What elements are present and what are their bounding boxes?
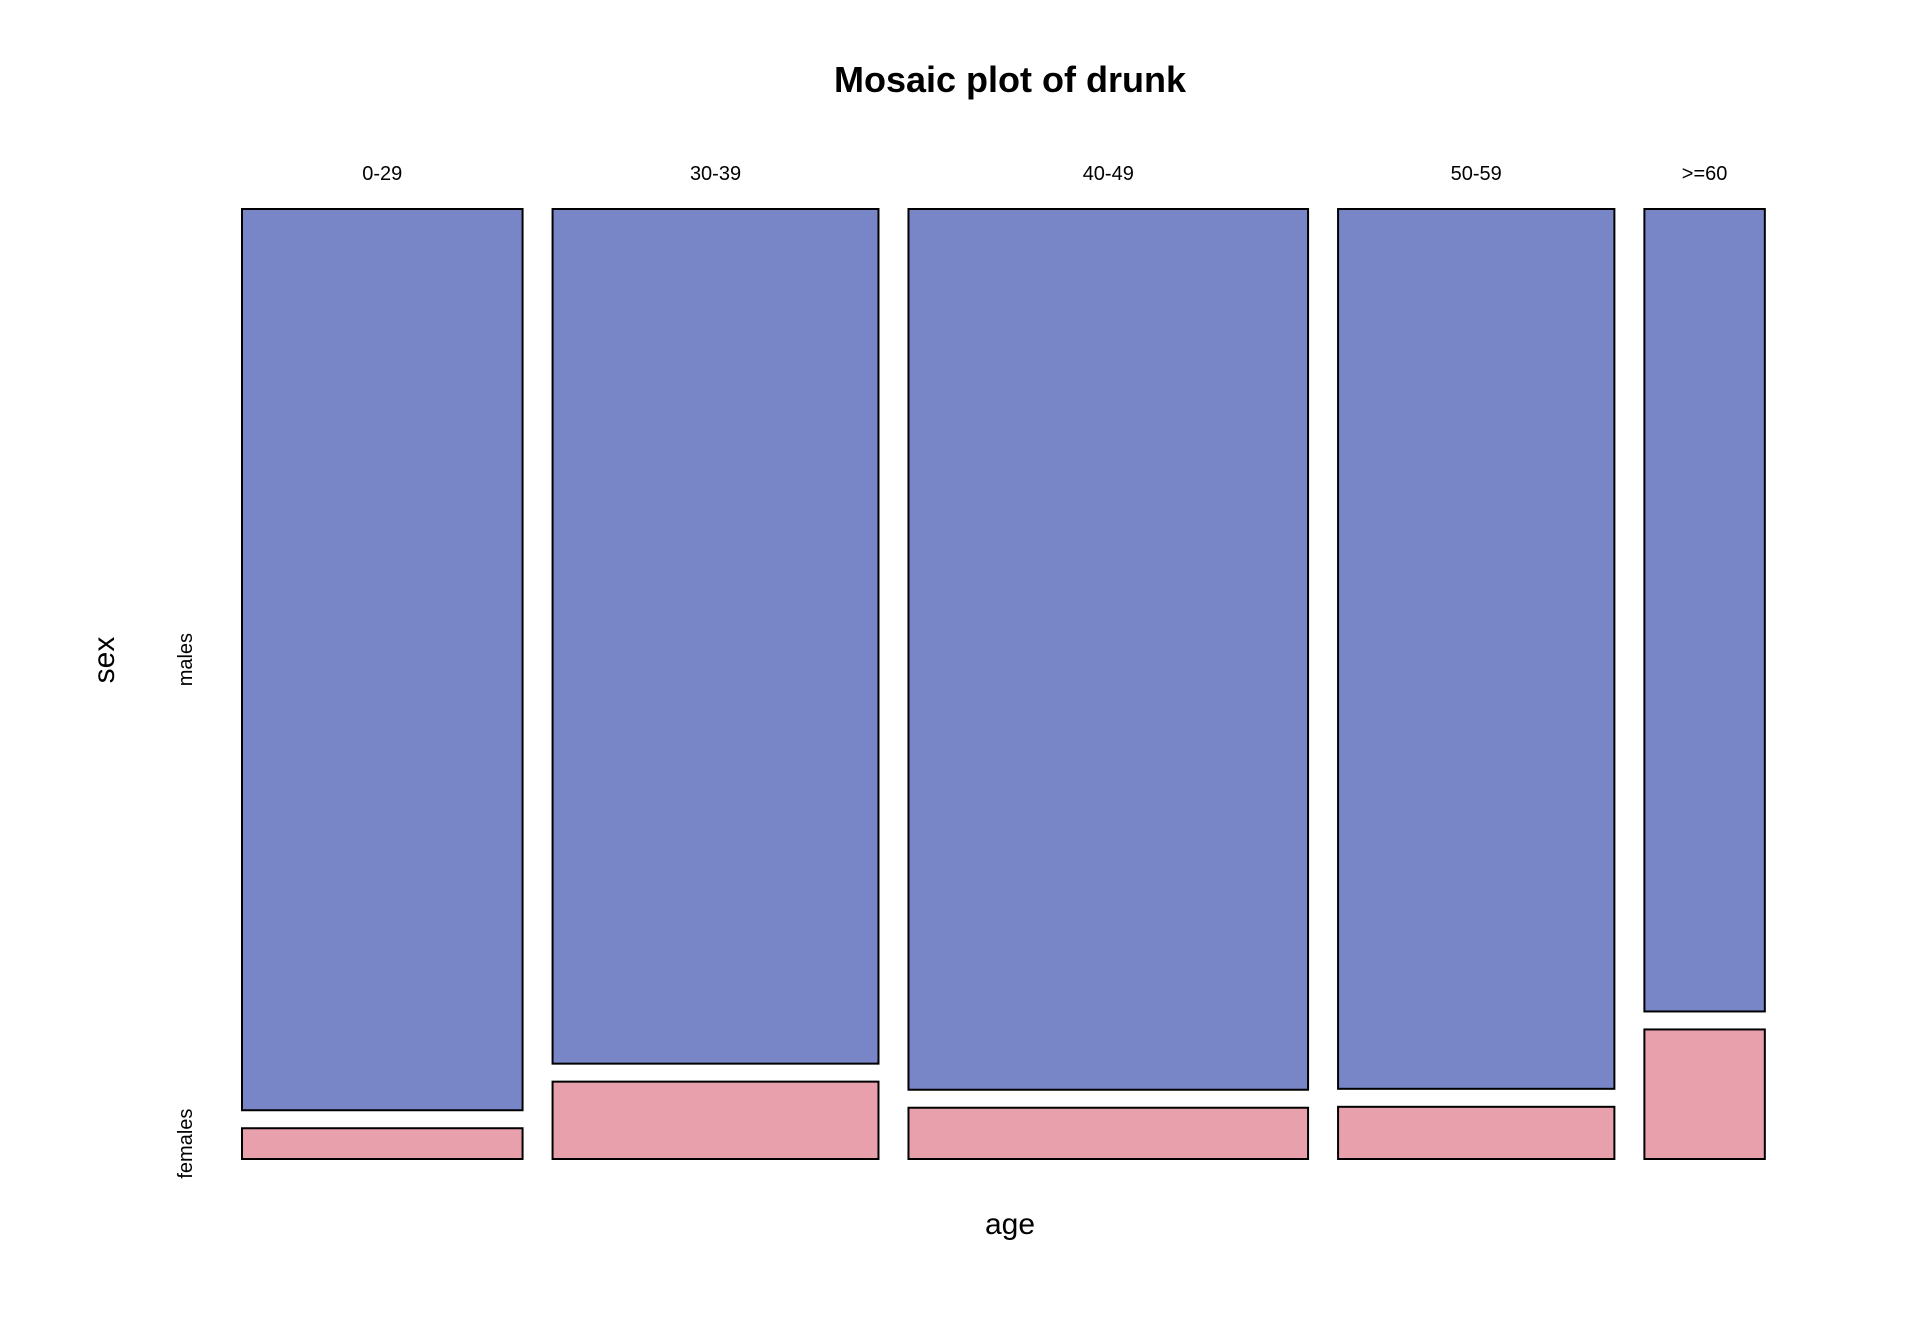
x-tick-labels: 0-29 30-39 40-49 50-59 >=60 [362,163,1727,185]
chart-title: Mosaic plot of drunk [834,59,1187,100]
x-tick-label: 0-29 [362,163,402,185]
tile-females-30-39 [551,1080,880,1161]
x-tick-label: 40-49 [1083,163,1134,185]
x-tick-label: >=60 [1682,163,1728,185]
y-axis-title: sex [88,637,121,684]
tile-females-50-59 [1337,1105,1616,1160]
y-tick-label-females: females [175,1109,197,1179]
tile-females-0-29 [241,1127,524,1161]
x-tick-label: 50-59 [1451,163,1502,185]
y-tick-label-males: males [175,633,197,686]
y-tick-labels: males females [175,633,197,1179]
x-axis-title: age [985,1208,1035,1241]
tile-males-30-39 [551,208,880,1065]
tile-females-60 [1643,1028,1766,1161]
tile-females-40-49 [907,1106,1310,1160]
tile-males-50-59 [1337,208,1616,1090]
tile-males-40-49 [907,208,1310,1091]
mosaic-tiles [241,208,1766,1161]
tile-males-0-29 [241,208,524,1112]
x-tick-label: 30-39 [690,163,741,185]
tile-males-60 [1643,208,1766,1013]
